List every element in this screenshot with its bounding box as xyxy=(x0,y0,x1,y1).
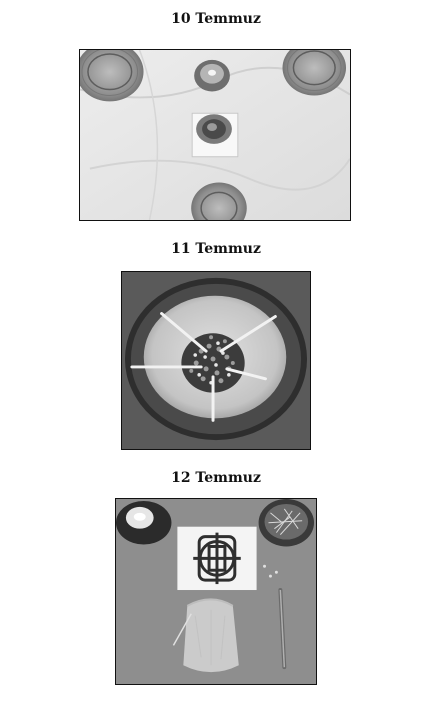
loose-pins xyxy=(263,564,278,578)
photo-candles-on-cloth xyxy=(79,49,351,221)
pencil xyxy=(278,588,287,670)
glass-candle-top-left xyxy=(80,50,144,102)
photo-candle-knot-pouch xyxy=(115,498,317,685)
knot-scene-illustration xyxy=(116,499,316,684)
seed-pile xyxy=(181,333,245,393)
tealight-dish xyxy=(116,500,172,545)
organza-pouch xyxy=(172,598,239,673)
candle-top-center xyxy=(194,59,230,92)
glass-candle-bottom xyxy=(191,182,247,220)
candles-scene-illustration xyxy=(80,50,350,220)
card-with-bowl xyxy=(191,112,239,158)
caption-12-temmuz: 12 Temmuz xyxy=(171,470,261,486)
caption-10-temmuz: 10 Temmuz xyxy=(171,11,261,27)
photo-bowl-with-seeds xyxy=(121,271,311,450)
caption-11-temmuz: 11 Temmuz xyxy=(171,241,261,257)
glass-candle-top-right xyxy=(282,50,347,96)
sticks xyxy=(130,312,277,422)
bowl-scene-illustration xyxy=(122,272,310,449)
pin-dish xyxy=(258,499,315,547)
celtic-knot-card xyxy=(177,526,257,591)
